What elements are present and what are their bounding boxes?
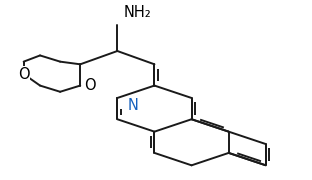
Text: NH₂: NH₂ [124,5,151,20]
Text: O: O [84,78,95,93]
Text: O: O [18,67,29,82]
Text: N: N [127,98,138,112]
